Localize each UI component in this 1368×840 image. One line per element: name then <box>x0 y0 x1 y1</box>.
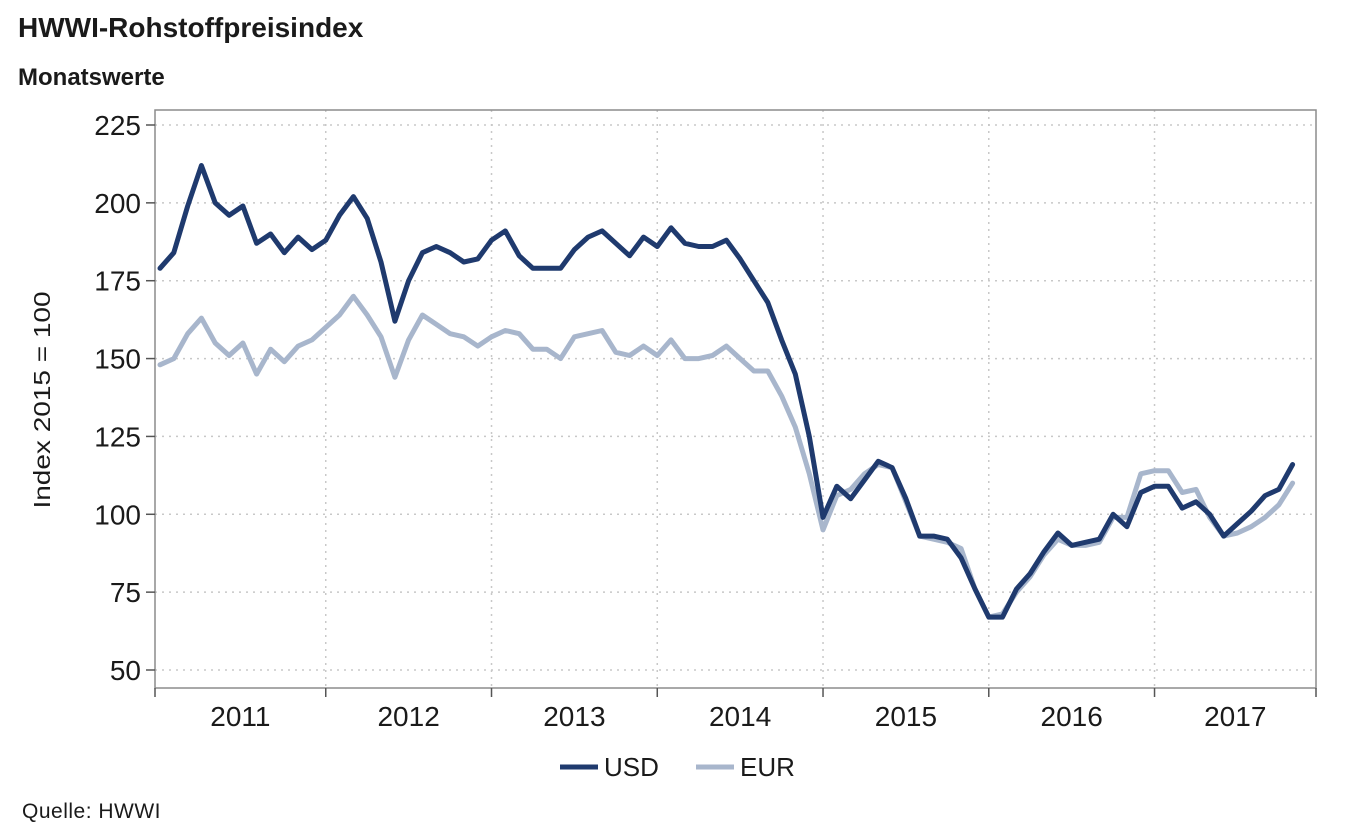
x-tick-label: 2012 <box>377 701 439 732</box>
chart-title: HWWI-Rohstoffpreisindex <box>18 12 364 43</box>
series-lines <box>157 163 1296 620</box>
plot-frame <box>154 109 1317 689</box>
axes: 50 75 100 125 150 175 200 225 2011 2012 2013 2014 20… <box>94 110 1317 732</box>
y-tick-label: 225 <box>94 110 141 141</box>
y-tick-label: 175 <box>94 266 141 297</box>
y-tick-label: 50 <box>110 655 141 686</box>
y-tick-label: 200 <box>94 188 141 219</box>
y-tick-label: 75 <box>110 577 141 608</box>
y-tick-label: 125 <box>94 421 141 452</box>
legend-label-usd: USD <box>604 752 659 782</box>
series-line-usd <box>157 163 1296 620</box>
x-tick-label: 2011 <box>210 701 270 732</box>
legend: USD EUR <box>560 752 795 782</box>
source-note: Quelle: HWWI <box>22 800 162 823</box>
series-line-eur <box>157 293 1296 620</box>
y-axis-label: Index 2015 = 100 <box>30 291 55 508</box>
x-tick-label: 2017 <box>1204 701 1266 732</box>
y-tick-label: 100 <box>94 499 141 530</box>
x-tick-label: 2015 <box>875 701 937 732</box>
x-tick-label: 2016 <box>1041 701 1103 732</box>
y-tick-label: 150 <box>94 344 141 375</box>
gridlines <box>155 110 1316 688</box>
x-tick-label: 2013 <box>543 701 605 732</box>
legend-label-eur: EUR <box>740 752 795 782</box>
x-tick-label: 2014 <box>709 701 771 732</box>
chart-subtitle: Monatswerte <box>18 64 165 91</box>
